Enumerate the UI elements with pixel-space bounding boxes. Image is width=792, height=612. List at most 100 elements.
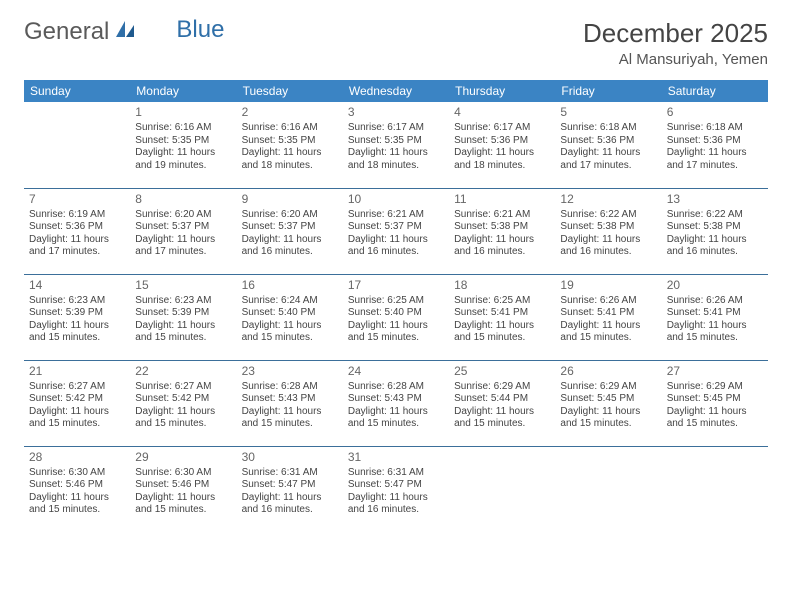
sunset-line: Sunset: 5:41 PM xyxy=(454,307,550,320)
day-header: Monday xyxy=(130,80,236,102)
daylight-line: Daylight: 11 hours and 15 minutes. xyxy=(454,320,550,345)
day-number: 28 xyxy=(29,450,125,465)
daylight-line: Daylight: 11 hours and 15 minutes. xyxy=(135,492,231,517)
sunset-line: Sunset: 5:36 PM xyxy=(29,221,125,234)
day-number: 26 xyxy=(560,364,656,379)
calendar-table: Sunday Monday Tuesday Wednesday Thursday… xyxy=(24,80,768,532)
day-header: Wednesday xyxy=(343,80,449,102)
sunrise-line: Sunrise: 6:31 AM xyxy=(242,467,338,480)
day-number: 22 xyxy=(135,364,231,379)
calendar-cell xyxy=(24,102,130,188)
logo: General Blue xyxy=(24,18,224,46)
sunrise-line: Sunrise: 6:16 AM xyxy=(242,122,338,135)
calendar-cell: 6Sunrise: 6:18 AMSunset: 5:36 PMDaylight… xyxy=(662,102,768,188)
calendar-cell: 4Sunrise: 6:17 AMSunset: 5:36 PMDaylight… xyxy=(449,102,555,188)
daylight-line: Daylight: 11 hours and 16 minutes. xyxy=(242,234,338,259)
daylight-line: Daylight: 11 hours and 15 minutes. xyxy=(29,492,125,517)
sunset-line: Sunset: 5:46 PM xyxy=(29,479,125,492)
sunset-line: Sunset: 5:38 PM xyxy=(454,221,550,234)
sunset-line: Sunset: 5:47 PM xyxy=(348,479,444,492)
calendar-cell: 26 Sunrise: 6:29 AMSunset: 5:45 PMDayligh… xyxy=(555,360,661,446)
sunrise-line: Sunrise: 6:24 AM xyxy=(242,295,338,308)
daylight-line: Daylight: 11 hours and 15 minutes. xyxy=(242,406,338,431)
day-number: 29 xyxy=(135,450,231,465)
sunrise-line: Sunrise: 6:30 AM xyxy=(29,467,125,480)
calendar-cell: 20Sunrise: 6:26 AMSunset: 5:41 PMDayligh… xyxy=(662,274,768,360)
daylight-line: Daylight: 11 hours and 15 minutes. xyxy=(560,406,656,431)
calendar-cell: 30Sunrise: 6:31 AMSunset: 5:47 PMDayligh… xyxy=(237,446,343,532)
sunset-line: Sunset: 5:44 PM xyxy=(454,393,550,406)
day-number: 8 xyxy=(135,192,231,207)
sunrise-line: Sunrise: 6:23 AM xyxy=(135,295,231,308)
calendar-cell: 19Sunrise: 6:26 AMSunset: 5:41 PMDayligh… xyxy=(555,274,661,360)
day-number: 16 xyxy=(242,278,338,293)
day-number: 11 xyxy=(454,192,550,207)
daylight-line: Daylight: 11 hours and 16 minutes. xyxy=(348,492,444,517)
day-header: Friday xyxy=(555,80,661,102)
calendar-cell: 31 Sunrise: 6:31 AMSunset: 5:47 PMDayligh… xyxy=(343,446,449,532)
day-header: Saturday xyxy=(662,80,768,102)
day-number: 9 xyxy=(242,192,338,207)
sunset-line: Sunset: 5:38 PM xyxy=(560,221,656,234)
sunrise-line: Sunrise: 6:26 AM xyxy=(560,295,656,308)
calendar-header-row: Sunday Monday Tuesday Wednesday Thursday… xyxy=(24,80,768,102)
day-number: 23 xyxy=(242,364,338,379)
page-subtitle: Al Mansuriyah, Yemen xyxy=(583,51,768,68)
day-number: 31 xyxy=(348,450,444,465)
daylight-line: Daylight: 11 hours and 15 minutes. xyxy=(560,320,656,345)
day-number: 25 xyxy=(454,364,550,379)
calendar-body: 1Sunrise: 6:16 AMSunset: 5:35 PMDaylight… xyxy=(24,102,768,532)
sunset-line: Sunset: 5:35 PM xyxy=(135,135,231,148)
calendar-cell: 2Sunrise: 6:16 AMSunset: 5:35 PMDaylight… xyxy=(237,102,343,188)
sunrise-line: Sunrise: 6:21 AM xyxy=(348,209,444,222)
daylight-line: Daylight: 11 hours and 17 minutes. xyxy=(560,147,656,172)
day-header: Sunday xyxy=(24,80,130,102)
calendar-cell: 28 Sunrise: 6:30 AMSunset: 5:46 PMDayligh… xyxy=(24,446,130,532)
daylight-line: Daylight: 11 hours and 18 minutes. xyxy=(454,147,550,172)
daylight-line: Daylight: 11 hours and 19 minutes. xyxy=(135,147,231,172)
day-number: 20 xyxy=(667,278,763,293)
sunrise-line: Sunrise: 6:31 AM xyxy=(348,467,444,480)
calendar-cell: 8Sunrise: 6:20 AMSunset: 5:37 PMDaylight… xyxy=(130,188,236,274)
calendar-cell: 12Sunrise: 6:22 AMSunset: 5:38 PMDayligh… xyxy=(555,188,661,274)
sunrise-line: Sunrise: 6:29 AM xyxy=(560,381,656,394)
day-number: 17 xyxy=(348,278,444,293)
day-number: 1 xyxy=(135,105,231,120)
day-number: 30 xyxy=(242,450,338,465)
sunrise-line: Sunrise: 6:26 AM xyxy=(667,295,763,308)
calendar-cell: 29 Sunrise: 6:30 AMSunset: 5:46 PMDayligh… xyxy=(130,446,236,532)
sunset-line: Sunset: 5:35 PM xyxy=(242,135,338,148)
daylight-line: Daylight: 11 hours and 15 minutes. xyxy=(454,406,550,431)
calendar-cell: 21Sunrise: 6:27 AMSunset: 5:42 PMDayligh… xyxy=(24,360,130,446)
sunrise-line: Sunrise: 6:20 AM xyxy=(242,209,338,222)
page-title: December 2025 xyxy=(583,18,768,49)
calendar-cell: 24Sunrise: 6:28 AMSunset: 5:43 PMDayligh… xyxy=(343,360,449,446)
sunrise-line: Sunrise: 6:18 AM xyxy=(560,122,656,135)
logo-sail-icon xyxy=(114,18,136,46)
calendar-cell: 1Sunrise: 6:16 AMSunset: 5:35 PMDaylight… xyxy=(130,102,236,188)
calendar-cell: 11Sunrise: 6:21 AMSunset: 5:38 PMDayligh… xyxy=(449,188,555,274)
daylight-line: Daylight: 11 hours and 16 minutes. xyxy=(242,492,338,517)
day-number: 14 xyxy=(29,278,125,293)
daylight-line: Daylight: 11 hours and 15 minutes. xyxy=(135,320,231,345)
sunset-line: Sunset: 5:41 PM xyxy=(667,307,763,320)
sunset-line: Sunset: 5:45 PM xyxy=(560,393,656,406)
calendar-row: 14Sunrise: 6:23 AMSunset: 5:39 PMDayligh… xyxy=(24,274,768,360)
sunrise-line: Sunrise: 6:30 AM xyxy=(135,467,231,480)
page: General Blue December 2025 Al Mansuriyah… xyxy=(0,0,792,550)
calendar-cell: 13Sunrise: 6:22 AMSunset: 5:38 PMDayligh… xyxy=(662,188,768,274)
calendar-cell: 22Sunrise: 6:27 AMSunset: 5:42 PMDayligh… xyxy=(130,360,236,446)
calendar-cell: 10Sunrise: 6:21 AMSunset: 5:37 PMDayligh… xyxy=(343,188,449,274)
sunrise-line: Sunrise: 6:19 AM xyxy=(29,209,125,222)
daylight-line: Daylight: 11 hours and 15 minutes. xyxy=(242,320,338,345)
day-number: 12 xyxy=(560,192,656,207)
logo-text-blue: Blue xyxy=(176,16,224,44)
sunset-line: Sunset: 5:46 PM xyxy=(135,479,231,492)
sunrise-line: Sunrise: 6:28 AM xyxy=(348,381,444,394)
calendar-row: 7Sunrise: 6:19 AMSunset: 5:36 PMDaylight… xyxy=(24,188,768,274)
calendar-row: 21Sunrise: 6:27 AMSunset: 5:42 PMDayligh… xyxy=(24,360,768,446)
daylight-line: Daylight: 11 hours and 17 minutes. xyxy=(29,234,125,259)
sunrise-line: Sunrise: 6:27 AM xyxy=(135,381,231,394)
daylight-line: Daylight: 11 hours and 17 minutes. xyxy=(135,234,231,259)
day-number: 13 xyxy=(667,192,763,207)
